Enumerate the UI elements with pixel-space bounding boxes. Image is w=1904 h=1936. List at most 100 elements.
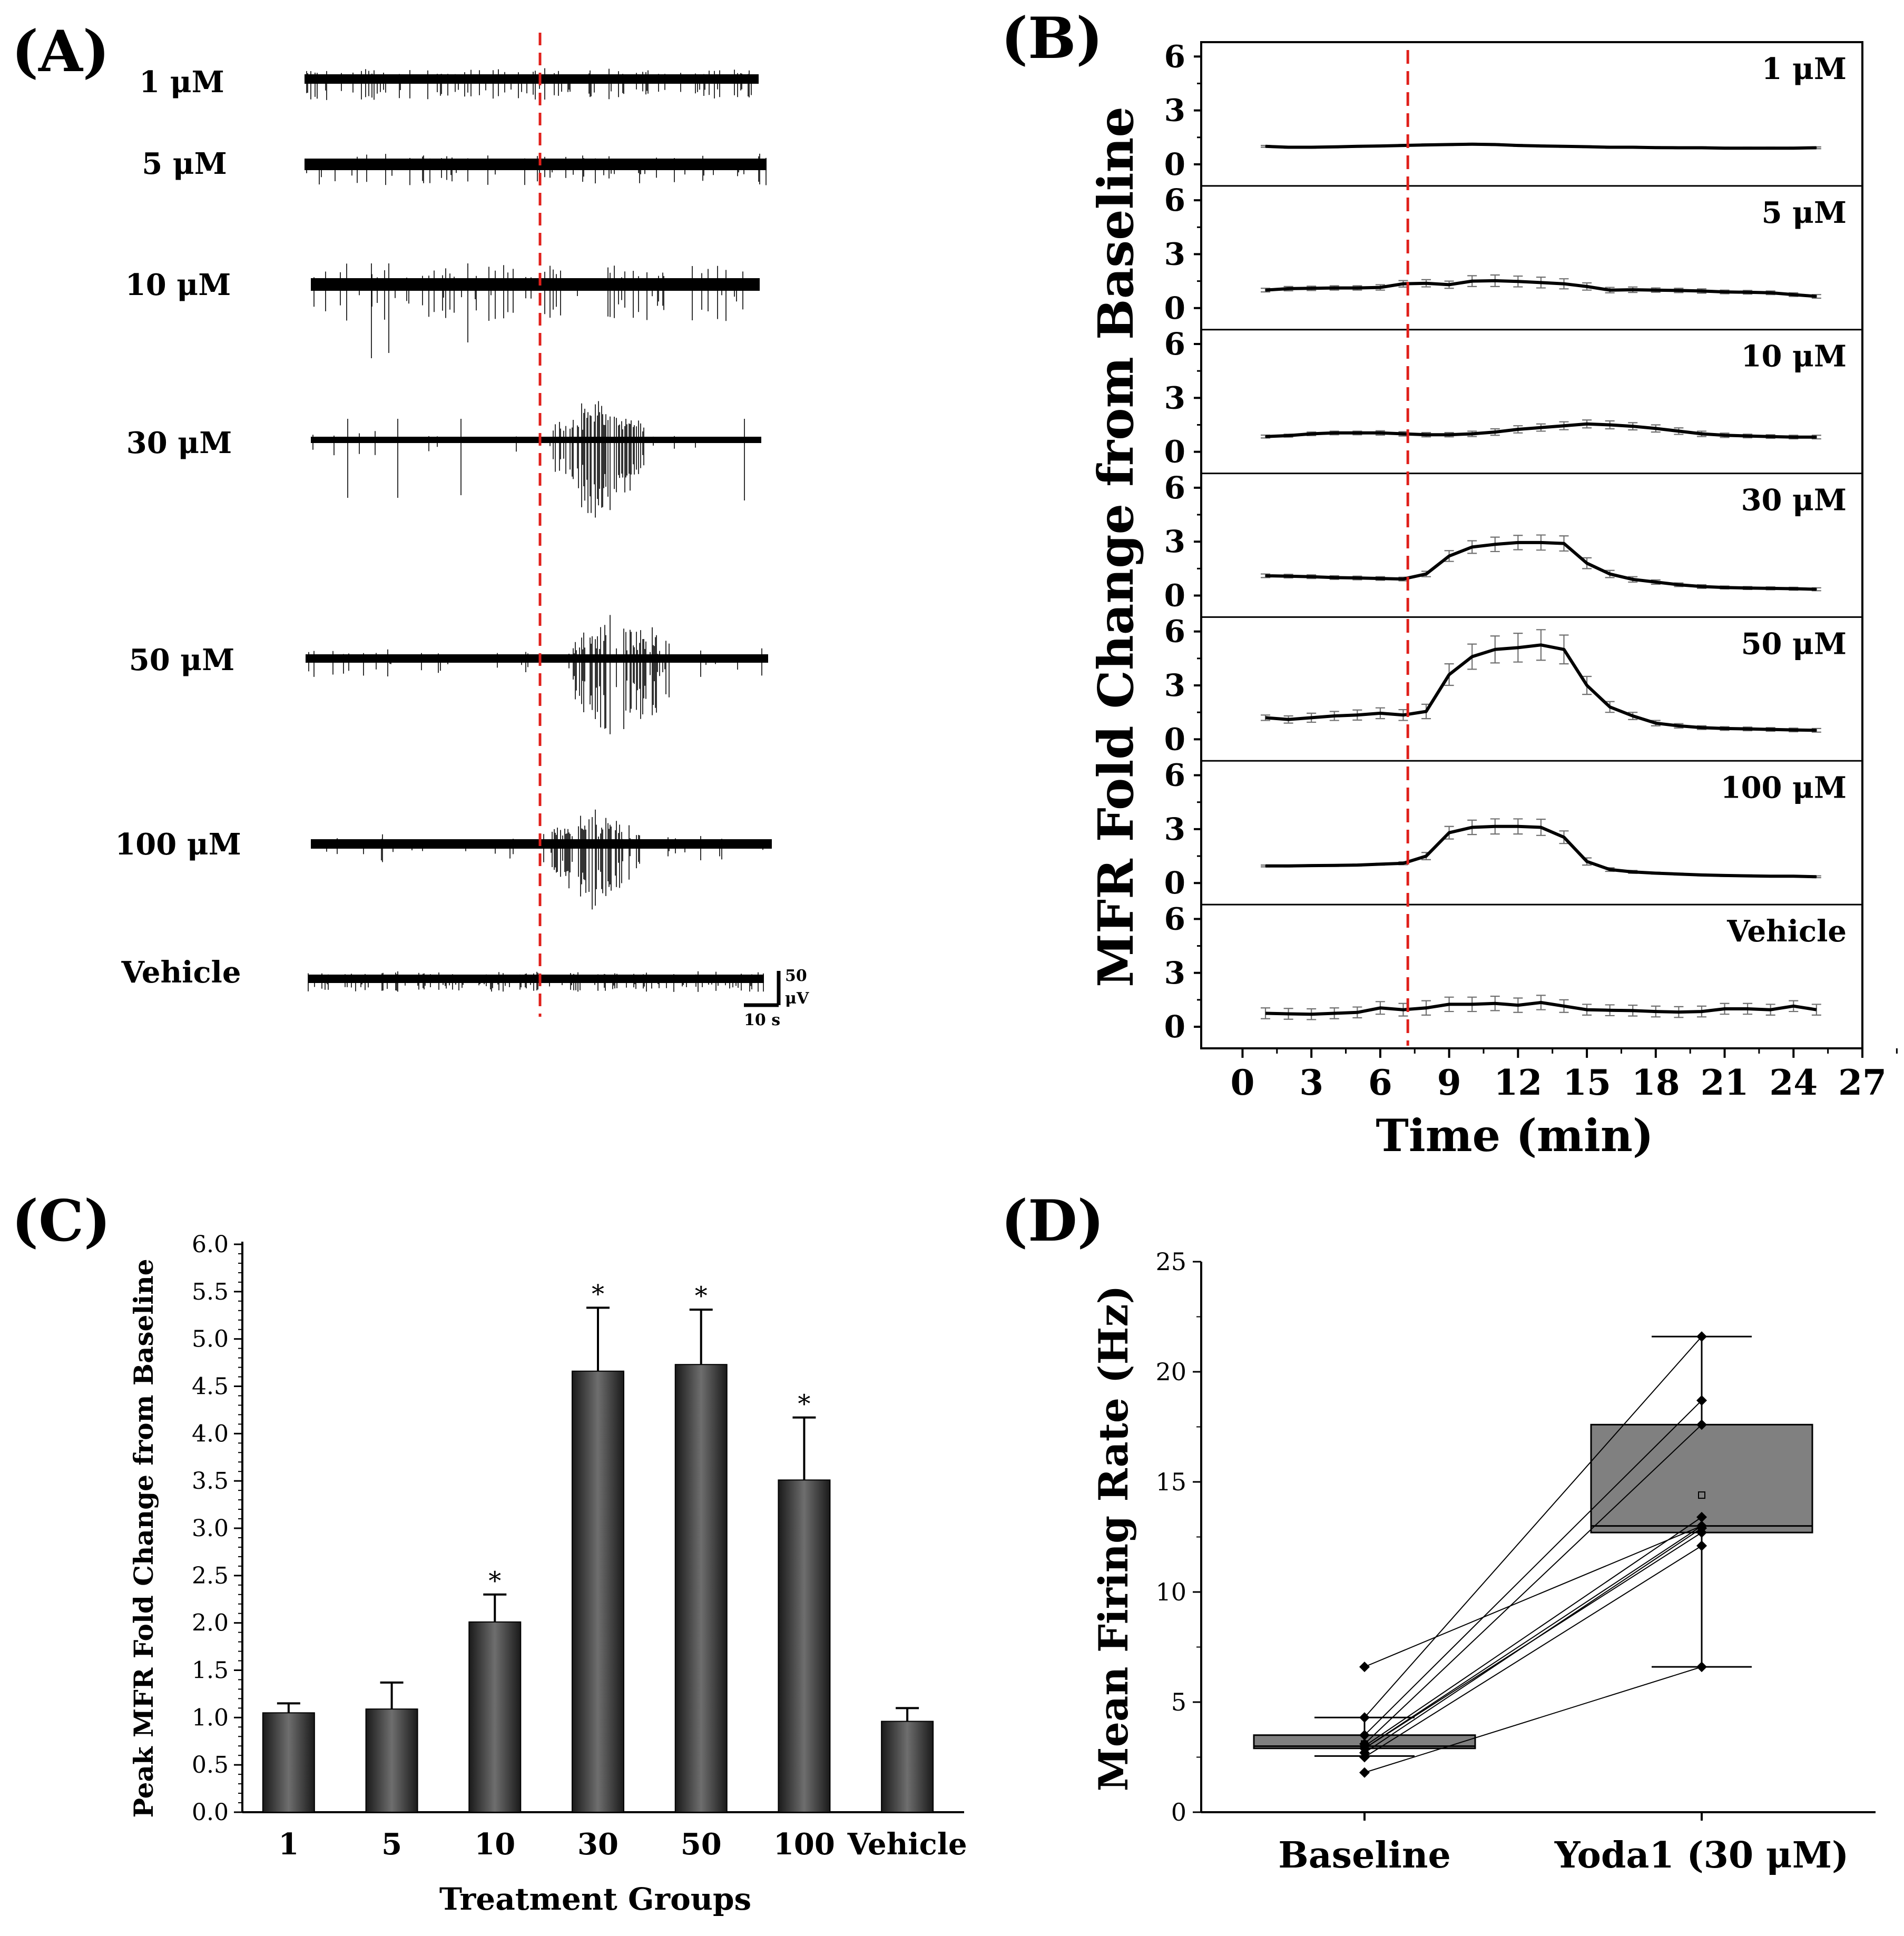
y-tick-label: 3 bbox=[1164, 236, 1185, 272]
scale-time-label: 10 s bbox=[744, 1011, 780, 1029]
series-label: 30 μM bbox=[1741, 483, 1847, 518]
y-tick-label: 6 bbox=[1164, 901, 1185, 937]
trace-2 bbox=[305, 153, 767, 185]
error-bar bbox=[792, 1416, 816, 1480]
error-bar bbox=[277, 1702, 300, 1713]
panel-d-ylabel: Mean Firing Rate (Hz) bbox=[1090, 1285, 1137, 1792]
y-tick-label: 6 bbox=[1164, 38, 1185, 74]
y-tick-label: 6.0 bbox=[192, 1231, 229, 1258]
trace-baseline-band bbox=[311, 437, 761, 443]
error-bar bbox=[896, 1707, 919, 1722]
trace-4 bbox=[311, 401, 761, 518]
series-line bbox=[1265, 540, 1817, 591]
x-tick-label: 18 bbox=[1632, 1062, 1680, 1103]
error-bar bbox=[380, 1681, 404, 1709]
error-bar bbox=[689, 1308, 713, 1365]
y-tick-label: 2.5 bbox=[192, 1562, 229, 1589]
trace-baseline-band bbox=[311, 278, 760, 291]
y-tick-label: 3 bbox=[1164, 667, 1185, 703]
y-tick-label: 3.0 bbox=[192, 1515, 229, 1542]
bar-5 bbox=[365, 1708, 418, 1813]
y-tick-label: 5 bbox=[1171, 1688, 1186, 1716]
panel-b-subplot-3: 0 3 6 10 μM bbox=[1164, 326, 1862, 470]
x-category-label: 100 bbox=[773, 1827, 835, 1862]
x-category-label: Baseline bbox=[1278, 1834, 1450, 1876]
trace-label-1: 1 μM bbox=[139, 65, 224, 100]
panel-c-bar-chart: 0.0 0.5 1.0 1.5 2.0 2.5 3.0 3.5 4.0 4.5 5.0 5.5 6.0 1… bbox=[192, 1231, 967, 1862]
trace-label-100: 100 μM bbox=[115, 827, 241, 862]
x-category-label: 1 bbox=[278, 1827, 299, 1862]
y-tick-label: 0 bbox=[1164, 434, 1185, 470]
y-tick-label: 2.0 bbox=[192, 1610, 229, 1637]
y-tick-label: 10 bbox=[1155, 1578, 1186, 1606]
box-mean-marker bbox=[1698, 1491, 1705, 1499]
trace-baseline-band bbox=[305, 159, 767, 170]
trace-label-5: 5 μM bbox=[142, 146, 227, 181]
series-label: Vehicle bbox=[1726, 914, 1847, 949]
y-tick-label: 6 bbox=[1164, 758, 1185, 793]
significance-marker: * bbox=[798, 1389, 810, 1419]
x-category-label: Yoda1 (30 μM) bbox=[1554, 1834, 1849, 1876]
trace-3 bbox=[311, 263, 760, 358]
y-tick-label: 0 bbox=[1171, 1798, 1186, 1826]
panel-b-subplot-6: 0 3 6 100 μM bbox=[1164, 758, 1862, 901]
series-line bbox=[1265, 824, 1817, 879]
series-line bbox=[1265, 142, 1817, 150]
data-point bbox=[1696, 1527, 1707, 1538]
trace-baseline-band bbox=[305, 74, 759, 84]
bar-1 bbox=[262, 1712, 315, 1813]
error-bar bbox=[1811, 435, 1821, 440]
error-bar bbox=[1811, 1004, 1821, 1016]
data-point bbox=[1696, 1540, 1707, 1551]
trace-label-vehicle: Vehicle bbox=[121, 955, 241, 990]
y-tick-label: 20 bbox=[1155, 1358, 1186, 1386]
y-tick-label: 6 bbox=[1164, 326, 1185, 362]
y-tick-label: 5.5 bbox=[192, 1279, 229, 1305]
panel-b-subplot-4: 0 3 6 30 μM bbox=[1164, 470, 1862, 614]
y-tick-label: 0 bbox=[1164, 146, 1185, 182]
scale-bar: 50 μV 10 s bbox=[744, 967, 809, 1029]
bar-30 bbox=[572, 1370, 624, 1813]
y-tick-label: 3.5 bbox=[192, 1468, 229, 1495]
panel-b-time-course: 0 3 6 1 μM 0 3 6 5 μM 0 3 6 10 μM 0 3 6 30 μM 0 3 6 50 μM 0 3… bbox=[1164, 38, 1898, 1103]
x-tick-label: 21 bbox=[1701, 1062, 1749, 1103]
trace-1 bbox=[305, 68, 759, 100]
data-point bbox=[1359, 1729, 1370, 1741]
y-tick-label: 4.5 bbox=[192, 1373, 229, 1400]
y-tick-label: 3 bbox=[1164, 955, 1185, 991]
paired-line bbox=[1364, 1525, 1702, 1749]
panel-b-subplot-5: 0 3 6 50 μM bbox=[1164, 614, 1862, 757]
paired-line bbox=[1364, 1545, 1702, 1758]
y-tick-label: 0 bbox=[1164, 1009, 1185, 1045]
y-tick-label: 4.0 bbox=[192, 1420, 229, 1447]
series-line bbox=[1265, 422, 1817, 439]
y-tick-label: 0.0 bbox=[192, 1799, 229, 1826]
y-tick-label: 6 bbox=[1164, 614, 1185, 650]
series-label: 50 μM bbox=[1741, 626, 1847, 661]
paired-line bbox=[1364, 1666, 1702, 1773]
x-category-label: Vehicle bbox=[847, 1827, 967, 1862]
data-point bbox=[1359, 1767, 1370, 1778]
y-tick-label: 6 bbox=[1164, 182, 1185, 218]
trace-baseline-band bbox=[306, 654, 768, 663]
panel-b-xlabel: Time (min) bbox=[1376, 1109, 1653, 1162]
x-tick-label: 6 bbox=[1368, 1062, 1392, 1103]
panel-d-box-plot: 0 5 10 15 20 25 Baseline Yoda1 (30 μM) bbox=[1155, 1247, 1876, 1876]
scale-voltage-value: 50 bbox=[785, 967, 807, 985]
series-label: 1 μM bbox=[1762, 52, 1847, 86]
y-tick-label: 3 bbox=[1164, 811, 1185, 847]
significance-marker: * bbox=[695, 1281, 708, 1311]
panel-b-ylabel: MFR Fold Change from Baseline bbox=[1087, 106, 1144, 987]
x-category-label: 50 bbox=[681, 1827, 722, 1862]
series-label: 100 μM bbox=[1721, 770, 1847, 805]
y-tick-label: 0 bbox=[1164, 290, 1185, 326]
paired-line bbox=[1364, 1400, 1702, 1736]
panel-label-c: (C) bbox=[12, 1188, 111, 1254]
y-tick-label: 3 bbox=[1164, 380, 1185, 416]
error-bar bbox=[586, 1306, 610, 1371]
trace-label-30: 30 μM bbox=[126, 426, 232, 460]
trace-spikes bbox=[326, 809, 763, 910]
x-category-label: 30 bbox=[577, 1827, 619, 1862]
series-label: 5 μM bbox=[1762, 195, 1847, 230]
